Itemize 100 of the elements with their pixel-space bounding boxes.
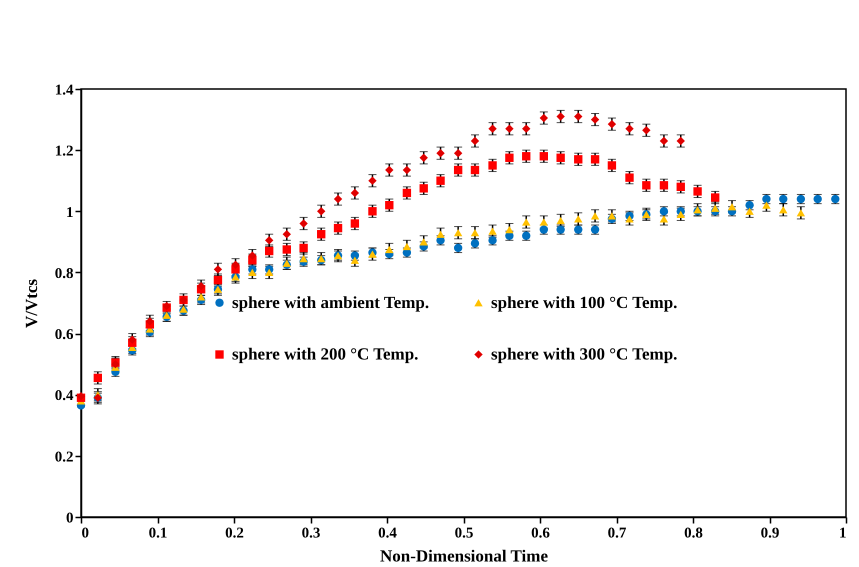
point xyxy=(454,229,462,236)
y-tick-label: 1 xyxy=(66,204,74,221)
point xyxy=(590,212,600,220)
x-tick-label: 0 xyxy=(82,526,89,542)
point xyxy=(454,149,462,158)
point xyxy=(334,194,342,204)
legend-label: sphere with 300 °C Temp. xyxy=(491,344,678,364)
point xyxy=(522,218,530,226)
point xyxy=(402,166,412,174)
point xyxy=(574,112,582,121)
point xyxy=(488,161,497,170)
point xyxy=(505,226,514,234)
x-tick-label: 1 xyxy=(839,526,846,542)
legend-label: sphere with 100 °C Temp. xyxy=(491,292,678,312)
y-tick-label: 0 xyxy=(66,510,74,526)
y-tick-label: 1.4 xyxy=(54,82,74,98)
point xyxy=(556,112,565,121)
point xyxy=(436,230,445,238)
y-tick-label: 0.2 xyxy=(54,449,74,466)
point xyxy=(299,219,308,228)
point xyxy=(779,206,788,214)
x-tick-label: 0.6 xyxy=(531,526,550,542)
point xyxy=(745,208,754,215)
point xyxy=(350,219,360,228)
point xyxy=(693,187,702,196)
point xyxy=(470,136,480,146)
point xyxy=(522,152,530,160)
point xyxy=(574,155,582,164)
point xyxy=(402,188,412,198)
point xyxy=(350,188,360,198)
x-tick-label: 0.9 xyxy=(760,526,780,542)
x-axis-title: Non-Dimensional Time xyxy=(380,546,548,566)
point xyxy=(660,136,668,146)
point xyxy=(540,114,548,122)
point xyxy=(660,215,668,223)
point xyxy=(711,204,720,212)
point xyxy=(642,126,651,134)
point xyxy=(265,268,274,276)
point xyxy=(488,228,497,235)
point xyxy=(385,200,394,210)
point xyxy=(505,154,514,162)
point xyxy=(299,255,308,262)
point xyxy=(556,154,565,162)
point xyxy=(420,238,428,246)
point xyxy=(368,176,377,185)
point xyxy=(470,229,480,236)
x-tick-label: 0.2 xyxy=(225,526,244,542)
point xyxy=(590,155,600,164)
point xyxy=(248,268,257,276)
point xyxy=(608,161,616,170)
legend-label: sphere with 200 °C Temp. xyxy=(232,344,418,364)
x-tick-label: 0.4 xyxy=(378,526,398,542)
point xyxy=(196,293,206,301)
point xyxy=(556,216,565,224)
point xyxy=(676,136,685,146)
point xyxy=(522,124,530,133)
point xyxy=(796,209,806,216)
x-tick-label: 0.8 xyxy=(684,526,703,542)
x-tick-label: 0.7 xyxy=(608,526,627,542)
point xyxy=(334,224,342,232)
point xyxy=(385,166,394,174)
point xyxy=(420,154,428,162)
y-tick-label: 0.6 xyxy=(54,327,74,344)
point xyxy=(660,181,668,190)
point xyxy=(625,173,634,182)
point xyxy=(368,207,377,216)
legend-label: sphere with ambient Temp. xyxy=(232,292,430,312)
point xyxy=(317,230,326,238)
y-axis-title: V/Vtcs xyxy=(22,278,41,328)
y-tick-label: 1.2 xyxy=(54,144,74,160)
point xyxy=(94,374,102,382)
y-tick-label: 0.4 xyxy=(54,388,74,404)
x-tick-label: 0.1 xyxy=(148,526,168,542)
point xyxy=(350,256,360,264)
x-tick-label: 0.5 xyxy=(454,526,474,542)
point xyxy=(436,149,445,158)
point xyxy=(540,152,548,160)
point xyxy=(385,246,394,254)
y-tick-label: 0.8 xyxy=(54,266,74,282)
point xyxy=(625,124,634,133)
point xyxy=(436,176,445,185)
point xyxy=(454,166,462,174)
point xyxy=(488,124,497,133)
point xyxy=(505,124,514,133)
point xyxy=(402,242,412,250)
point xyxy=(728,203,736,210)
point xyxy=(608,120,616,128)
point xyxy=(642,181,651,190)
point xyxy=(608,212,616,220)
point xyxy=(676,210,685,218)
point xyxy=(762,202,771,209)
point xyxy=(590,115,600,124)
point xyxy=(574,215,582,223)
point xyxy=(470,166,480,174)
x-tick-label: 0.3 xyxy=(302,526,320,542)
point xyxy=(420,184,428,193)
point xyxy=(317,207,326,216)
point xyxy=(540,218,548,226)
point xyxy=(625,215,634,223)
point xyxy=(676,182,685,192)
